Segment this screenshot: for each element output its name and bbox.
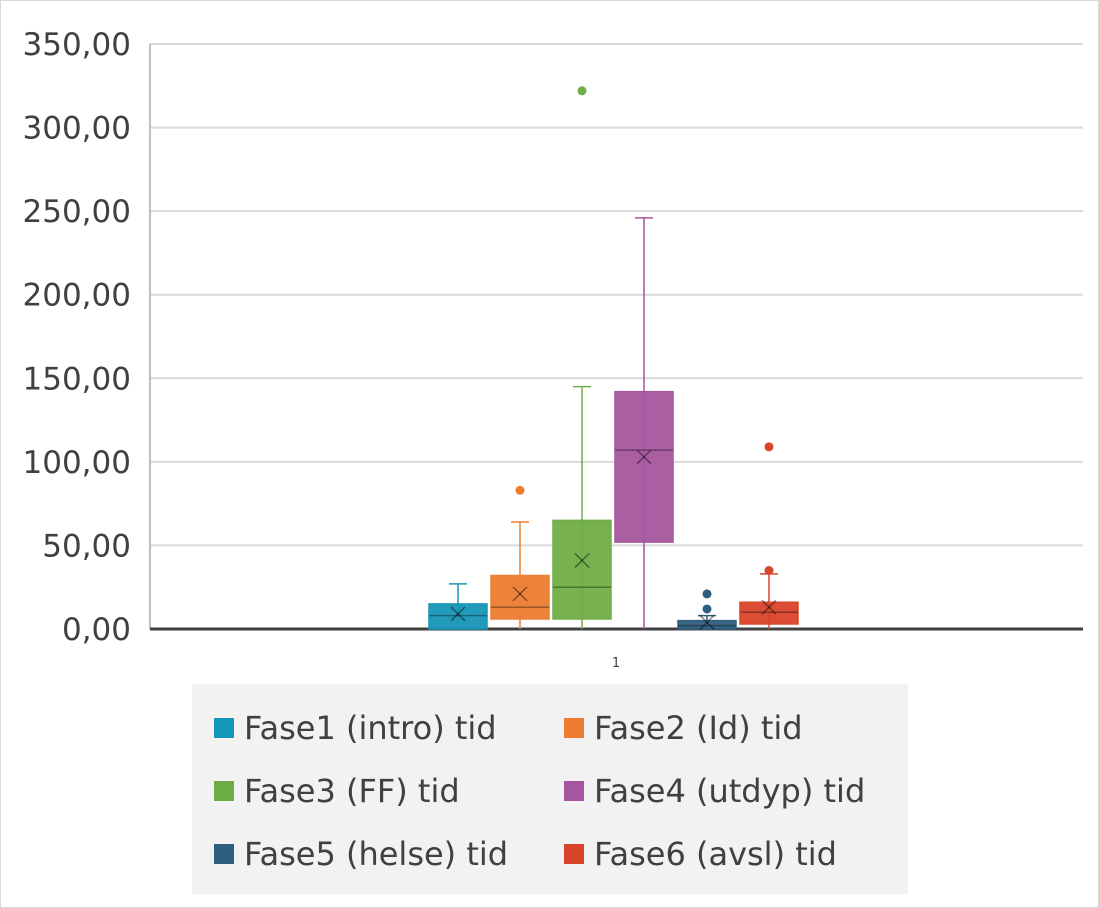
mean-marker xyxy=(761,599,777,615)
box-2 xyxy=(490,485,550,629)
legend-item-fase3: Fase3 (FF) tid xyxy=(214,771,460,811)
y-tick-label: 100,00 xyxy=(23,445,131,481)
legend-swatch-fase1 xyxy=(214,718,234,738)
mean-marker xyxy=(699,614,715,630)
mean-marker xyxy=(450,606,466,622)
mean-marker xyxy=(636,449,652,465)
x-axis-tick-label: 1 xyxy=(612,656,620,671)
legend-swatch-fase4 xyxy=(564,781,584,801)
box-plot-chart: 0,00 50,00 100,00 150,00 200,00 250,00 300,00 3… xyxy=(23,27,1083,671)
box xyxy=(614,390,674,543)
box-1 xyxy=(428,583,488,630)
outlier-point xyxy=(764,566,774,575)
box-4 xyxy=(614,217,674,629)
legend: Fase1 (intro) tid Fase2 (Id) tid Fase3 (… xyxy=(192,684,908,894)
mean-marker xyxy=(574,552,590,569)
mean-marker xyxy=(761,599,777,615)
legend-item-fase2: Fase2 (Id) tid xyxy=(564,708,803,748)
box-6 xyxy=(739,442,799,629)
outlier-point xyxy=(764,442,774,452)
axes xyxy=(149,44,1083,631)
box-3 xyxy=(552,86,612,629)
legend-item-fase4: Fase4 (utdyp) tid xyxy=(564,771,865,811)
box xyxy=(677,619,737,630)
mean-marker xyxy=(512,586,528,602)
outlier-point xyxy=(515,485,525,495)
legend-label-fase5: Fase5 (helse) tid xyxy=(244,835,509,873)
grid-lines xyxy=(150,43,1083,547)
legend-label-fase6: Fase6 (avsl) tid xyxy=(594,835,837,873)
legend-item-fase6: Fase6 (avsl) tid xyxy=(564,834,837,874)
legend-swatch-fase6 xyxy=(564,844,584,864)
y-tick-label: 150,00 xyxy=(23,361,131,397)
box xyxy=(552,519,612,620)
y-tick-label: 300,00 xyxy=(23,111,131,147)
outlier-point xyxy=(702,604,712,614)
legend-label-fase3: Fase3 (FF) tid xyxy=(244,772,460,810)
legend-label-fase1: Fase1 (intro) tid xyxy=(244,709,497,747)
mean-marker xyxy=(699,614,715,630)
box xyxy=(428,603,488,630)
legend-item-fase5: Fase5 (helse) tid xyxy=(214,834,508,874)
box xyxy=(739,601,799,625)
outlier-point xyxy=(577,86,587,96)
y-tick-label: 200,00 xyxy=(23,278,131,314)
mean-marker xyxy=(450,606,466,622)
legend-swatch-fase5 xyxy=(214,844,234,864)
box-5 xyxy=(677,589,737,630)
y-tick-label: 350,00 xyxy=(23,27,131,63)
y-tick-label: 0,00 xyxy=(62,612,131,648)
box-series xyxy=(428,86,799,630)
y-tick-label: 50,00 xyxy=(42,528,131,564)
legend-swatch-fase3 xyxy=(214,781,234,801)
y-tick-label: 250,00 xyxy=(23,194,131,230)
legend-label-fase4: Fase4 (utdyp) tid xyxy=(594,772,866,810)
y-axis-tick-labels: 0,00 50,00 100,00 150,00 200,00 250,00 300,00 3… xyxy=(23,27,131,648)
legend-swatch-fase2 xyxy=(564,718,584,738)
legend-item-fase1: Fase1 (intro) tid xyxy=(214,708,497,748)
mean-marker xyxy=(512,586,528,602)
legend-label-fase2: Fase2 (Id) tid xyxy=(594,709,803,747)
mean-marker xyxy=(574,552,590,569)
box xyxy=(490,574,550,620)
mean-marker xyxy=(636,449,652,465)
outlier-point xyxy=(702,589,712,599)
